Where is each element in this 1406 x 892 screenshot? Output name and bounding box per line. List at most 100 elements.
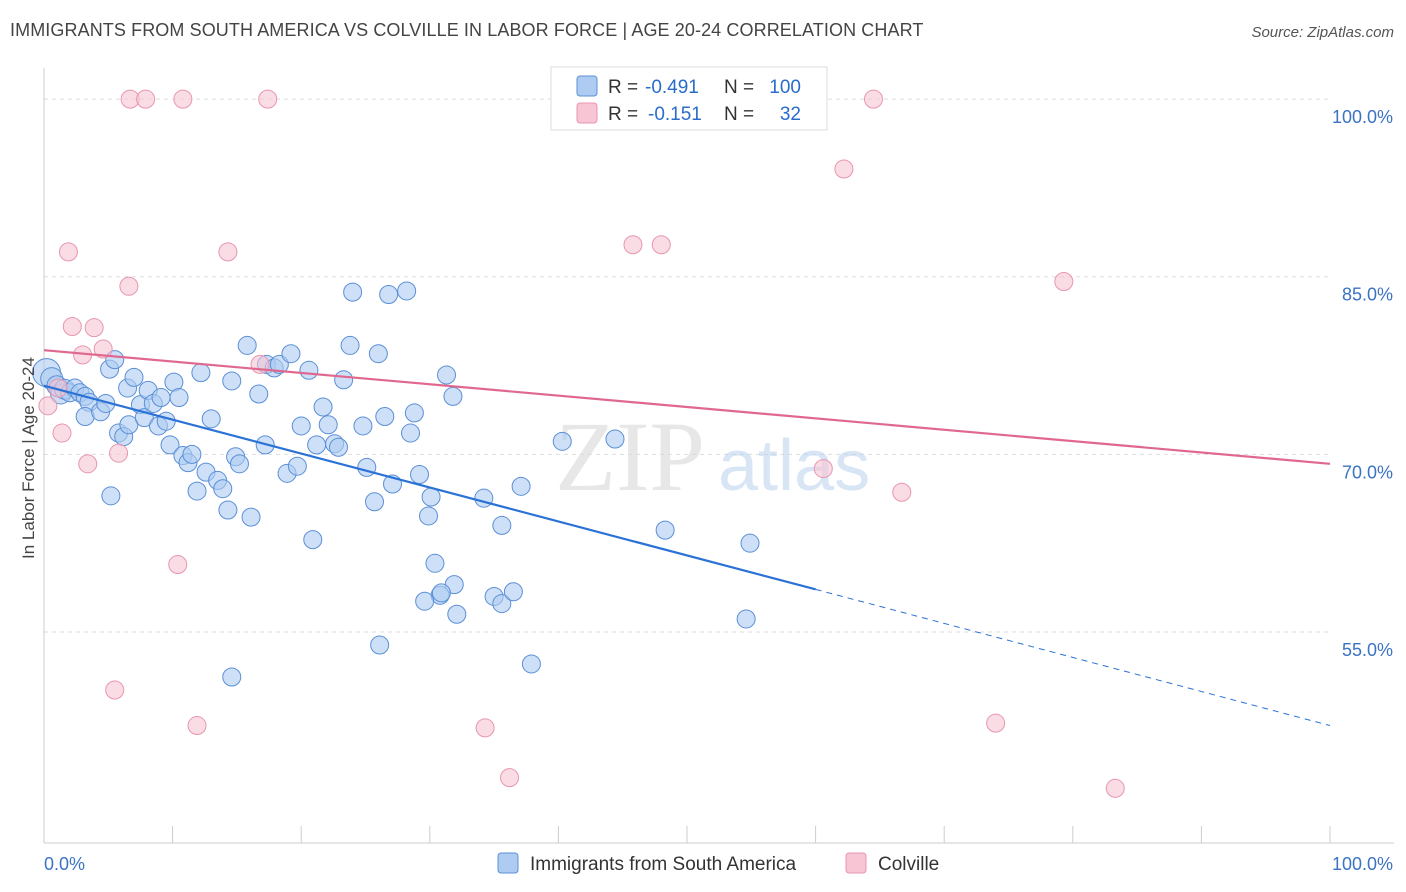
- data-point-immigrants: [736, 609, 756, 629]
- data-point-immigrants: [229, 454, 249, 474]
- data-point-immigrants: [605, 429, 625, 449]
- y-axis-title: In Labor Force | Age 20-24: [19, 357, 38, 559]
- data-point-immigrants: [328, 437, 348, 457]
- data-point-immigrants: [511, 476, 531, 496]
- data-point-immigrants: [281, 344, 301, 364]
- data-point-immigrants: [191, 363, 211, 383]
- data-point-colville: [258, 89, 278, 109]
- stats-n-value-blue: 100: [769, 77, 801, 98]
- data-point-immigrants: [492, 594, 512, 614]
- y-tick-label: 70.0%: [1342, 462, 1393, 482]
- data-point-immigrants: [503, 582, 523, 602]
- data-point-immigrants: [410, 464, 430, 484]
- data-point-immigrants: [419, 506, 439, 526]
- data-point-immigrants: [249, 384, 269, 404]
- stats-n-label-pink: N =: [724, 104, 754, 125]
- watermark-atlas: atlas: [718, 426, 870, 506]
- series-legend: Immigrants from South America Colville: [497, 852, 939, 875]
- data-point-immigrants: [156, 411, 176, 431]
- data-point-immigrants: [291, 416, 311, 436]
- data-point-colville: [1054, 271, 1074, 291]
- data-point-immigrants: [201, 409, 221, 429]
- data-point-immigrants: [379, 285, 399, 305]
- data-point-colville: [105, 680, 125, 700]
- legend-label-colville: Colville: [878, 854, 939, 875]
- data-point-immigrants: [740, 533, 760, 553]
- grid-lines: [44, 98, 1330, 633]
- data-point-immigrants: [521, 654, 541, 674]
- data-point-colville: [651, 235, 671, 255]
- trend-line-immigrants-extension: [815, 588, 1331, 727]
- stats-n-value-pink: 32: [780, 104, 801, 125]
- series-immigrants-points: [32, 281, 760, 687]
- data-point-colville: [168, 554, 188, 574]
- data-point-immigrants: [443, 386, 463, 406]
- data-point-colville: [986, 713, 1006, 733]
- data-point-colville: [136, 89, 156, 109]
- data-point-colville: [813, 459, 833, 479]
- trend-line-colville: [43, 349, 1331, 465]
- data-point-immigrants: [357, 457, 377, 477]
- data-point-colville: [62, 316, 82, 336]
- data-point-immigrants: [343, 282, 363, 302]
- data-point-immigrants: [119, 415, 139, 435]
- data-point-immigrants: [313, 397, 333, 417]
- stats-r-label-pink: R =: [608, 104, 638, 125]
- data-point-colville: [109, 443, 129, 463]
- data-point-colville: [84, 318, 104, 338]
- stats-r-value-pink: -0.151: [648, 104, 702, 125]
- y-tick-labels: 55.0% 70.0% 85.0% 100.0%: [1332, 107, 1393, 660]
- y-tick-label: 100.0%: [1332, 107, 1393, 127]
- data-point-immigrants: [421, 487, 441, 507]
- x-tick-label: 0.0%: [44, 854, 85, 874]
- data-point-immigrants: [124, 367, 144, 387]
- trend-lines: [43, 349, 1331, 727]
- data-point-colville: [623, 235, 643, 255]
- data-point-immigrants: [368, 344, 388, 364]
- series-colville-points: [38, 89, 1125, 798]
- data-point-immigrants: [447, 604, 467, 624]
- legend-swatch-immigrants: [497, 852, 519, 874]
- data-point-immigrants: [241, 507, 261, 527]
- data-point-immigrants: [160, 435, 180, 455]
- data-point-immigrants: [353, 416, 373, 436]
- x-tick-label: 100.0%: [1332, 854, 1393, 874]
- data-point-immigrants: [437, 365, 457, 385]
- chart-title: IMMIGRANTS FROM SOUTH AMERICA VS COLVILL…: [10, 20, 924, 40]
- stats-r-label-blue: R =: [608, 77, 638, 98]
- data-point-immigrants: [187, 481, 207, 501]
- data-point-immigrants: [169, 388, 189, 408]
- data-point-immigrants: [213, 479, 233, 499]
- data-point-colville: [78, 454, 98, 474]
- data-point-immigrants: [492, 515, 512, 535]
- y-tick-label: 85.0%: [1342, 285, 1393, 305]
- data-point-immigrants: [307, 435, 327, 455]
- legend-swatch-colville: [845, 852, 867, 874]
- data-point-immigrants: [404, 403, 424, 423]
- trend-line-immigrants: [43, 384, 816, 591]
- data-point-colville: [475, 718, 495, 738]
- data-point-immigrants: [365, 492, 385, 512]
- stats-r-value-blue: -0.491: [645, 77, 699, 98]
- data-point-immigrants: [397, 281, 417, 301]
- data-point-colville: [500, 768, 520, 788]
- data-point-colville: [52, 423, 72, 443]
- stats-legend-blue-swatch: [576, 75, 598, 97]
- data-point-colville: [187, 716, 207, 736]
- axes: [43, 68, 1394, 844]
- data-point-immigrants: [431, 583, 451, 603]
- data-point-immigrants: [318, 415, 338, 435]
- watermark-zip: ZIP: [555, 401, 705, 512]
- stats-n-label-blue: N =: [724, 77, 754, 98]
- data-point-colville: [58, 242, 78, 262]
- data-point-immigrants: [334, 370, 354, 390]
- data-point-immigrants: [370, 635, 390, 655]
- data-point-immigrants: [375, 406, 395, 426]
- data-point-immigrants: [340, 335, 360, 355]
- data-point-immigrants: [303, 530, 323, 550]
- data-point-immigrants: [222, 371, 242, 391]
- data-point-immigrants: [425, 553, 445, 573]
- source-credit: Source: ZipAtlas.com: [1251, 24, 1394, 41]
- data-point-immigrants: [237, 335, 257, 355]
- data-point-colville: [1105, 778, 1125, 798]
